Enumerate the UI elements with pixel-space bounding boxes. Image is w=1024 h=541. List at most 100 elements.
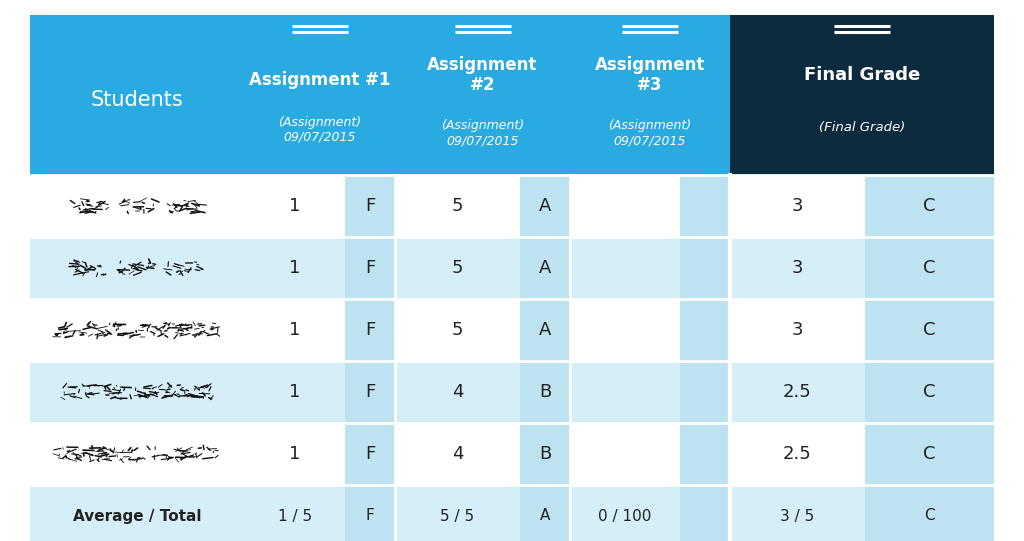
Bar bbox=[345, 361, 395, 423]
Text: F: F bbox=[365, 259, 375, 277]
Bar bbox=[245, 299, 345, 361]
Bar bbox=[395, 423, 520, 485]
Bar bbox=[520, 361, 570, 423]
Bar bbox=[345, 175, 395, 237]
Bar bbox=[30, 237, 245, 299]
Bar bbox=[680, 175, 730, 237]
Bar bbox=[345, 423, 395, 485]
Bar bbox=[730, 361, 865, 423]
Bar bbox=[680, 299, 730, 361]
Text: Assignment
#3: Assignment #3 bbox=[595, 56, 706, 94]
Text: C: C bbox=[924, 445, 936, 463]
Bar bbox=[30, 15, 245, 175]
Bar bbox=[245, 15, 395, 175]
Text: C: C bbox=[924, 259, 936, 277]
Text: 3 / 5: 3 / 5 bbox=[780, 509, 815, 524]
Text: 5 / 5: 5 / 5 bbox=[440, 509, 474, 524]
Bar bbox=[245, 237, 345, 299]
Text: Assignment #1: Assignment #1 bbox=[249, 71, 391, 89]
Text: 4: 4 bbox=[452, 445, 463, 463]
Text: 1: 1 bbox=[290, 445, 301, 463]
Bar bbox=[520, 299, 570, 361]
Bar bbox=[570, 361, 680, 423]
Bar bbox=[730, 237, 865, 299]
Bar bbox=[680, 361, 730, 423]
Bar bbox=[345, 485, 395, 541]
Bar bbox=[570, 237, 680, 299]
Bar bbox=[570, 423, 680, 485]
Text: 1: 1 bbox=[290, 383, 301, 401]
Bar bbox=[395, 15, 570, 175]
Text: 0 / 100: 0 / 100 bbox=[598, 509, 651, 524]
Bar bbox=[395, 361, 520, 423]
Bar bbox=[730, 175, 865, 237]
Bar bbox=[395, 175, 520, 237]
Bar bbox=[570, 299, 680, 361]
Text: B: B bbox=[539, 383, 551, 401]
Bar bbox=[395, 237, 520, 299]
Text: 5: 5 bbox=[452, 321, 463, 339]
Text: 2.5: 2.5 bbox=[783, 383, 812, 401]
Text: A: A bbox=[539, 197, 551, 215]
Bar bbox=[865, 361, 994, 423]
Bar bbox=[30, 299, 245, 361]
Bar bbox=[520, 485, 570, 541]
Bar bbox=[865, 485, 994, 541]
Text: 3: 3 bbox=[792, 321, 803, 339]
Text: Students: Students bbox=[91, 90, 184, 110]
Text: 2.5: 2.5 bbox=[783, 445, 812, 463]
Text: F: F bbox=[365, 445, 375, 463]
Text: F: F bbox=[365, 321, 375, 339]
Text: 3: 3 bbox=[792, 259, 803, 277]
Text: C: C bbox=[925, 509, 935, 524]
Bar bbox=[30, 423, 245, 485]
Bar bbox=[245, 423, 345, 485]
Bar bbox=[680, 485, 730, 541]
Bar bbox=[865, 423, 994, 485]
Bar bbox=[865, 175, 994, 237]
Bar bbox=[345, 299, 395, 361]
Bar bbox=[345, 237, 395, 299]
Bar bbox=[245, 175, 345, 237]
Bar bbox=[30, 361, 245, 423]
Text: (Assignment)
09/07/2015: (Assignment) 09/07/2015 bbox=[279, 116, 361, 144]
Text: C: C bbox=[924, 197, 936, 215]
Text: 1: 1 bbox=[290, 259, 301, 277]
Bar bbox=[245, 361, 345, 423]
Bar bbox=[730, 423, 865, 485]
Text: Average / Total: Average / Total bbox=[74, 509, 202, 524]
Text: 3: 3 bbox=[792, 197, 803, 215]
Text: F: F bbox=[366, 509, 375, 524]
Text: 1: 1 bbox=[290, 321, 301, 339]
Text: F: F bbox=[365, 197, 375, 215]
Text: F: F bbox=[365, 383, 375, 401]
Bar bbox=[865, 299, 994, 361]
Text: A: A bbox=[539, 259, 551, 277]
Bar bbox=[570, 175, 680, 237]
Text: 4: 4 bbox=[452, 383, 463, 401]
Bar bbox=[395, 485, 520, 541]
Bar bbox=[730, 15, 994, 175]
Bar bbox=[395, 299, 520, 361]
Text: C: C bbox=[924, 383, 936, 401]
Bar bbox=[30, 175, 245, 237]
Bar bbox=[865, 237, 994, 299]
Bar bbox=[520, 423, 570, 485]
Bar bbox=[30, 485, 245, 541]
Bar bbox=[730, 485, 865, 541]
Text: 5: 5 bbox=[452, 259, 463, 277]
Bar bbox=[520, 175, 570, 237]
Text: Final Grade: Final Grade bbox=[804, 66, 921, 84]
Text: 1: 1 bbox=[290, 197, 301, 215]
Text: A: A bbox=[540, 509, 550, 524]
Text: A: A bbox=[539, 321, 551, 339]
Bar bbox=[570, 15, 730, 175]
Text: 5: 5 bbox=[452, 197, 463, 215]
Bar bbox=[680, 423, 730, 485]
Bar bbox=[730, 299, 865, 361]
Bar bbox=[245, 485, 345, 541]
Text: C: C bbox=[924, 321, 936, 339]
Text: B: B bbox=[539, 445, 551, 463]
Text: 1 / 5: 1 / 5 bbox=[278, 509, 312, 524]
Bar bbox=[520, 237, 570, 299]
